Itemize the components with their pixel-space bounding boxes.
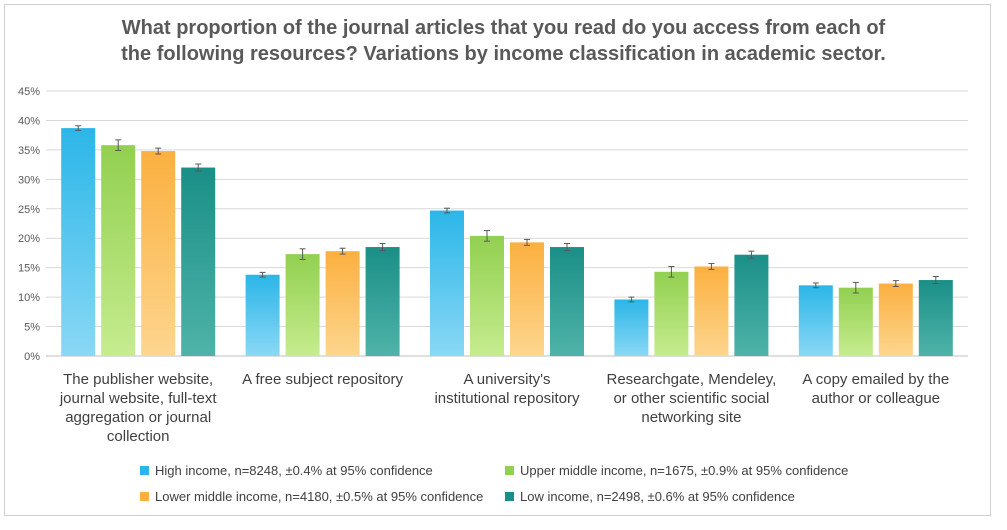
bar — [918, 280, 953, 356]
y-axis-ticks: 0% 5% 10% 15% 20% 25% 30% 35% 40% 45% — [18, 86, 40, 363]
bar — [838, 287, 873, 356]
chart-title-line-1: What proportion of the journal articles … — [121, 17, 886, 39]
bar — [510, 242, 544, 356]
y-tick-label: 15% — [18, 263, 40, 275]
legend-swatch-low-income — [505, 492, 514, 501]
x-category-label: A university's institutional repository — [434, 371, 580, 407]
bar — [101, 145, 136, 356]
bar — [430, 210, 464, 356]
legend-label-upper-middle-income: Upper middle income, n=1675, ±0.9% at 95… — [520, 463, 849, 478]
bars-layer — [61, 128, 953, 356]
y-tick-label: 30% — [18, 174, 40, 186]
y-tick-label: 35% — [18, 145, 40, 157]
x-category-label: A copy emailed by the author or colleague — [802, 371, 949, 407]
legend-label-lower-middle-income: Lower middle income, n=4180, ±0.5% at 95… — [155, 489, 484, 504]
legend-item-low-income: Low income, n=2498, ±0.6% at 95% confide… — [505, 489, 795, 504]
error-bars-layer — [75, 125, 939, 303]
legend-swatch-upper-middle-income — [505, 466, 514, 475]
legend-item-high-income: High income, n=8248, ±0.4% at 95% confid… — [140, 463, 433, 478]
bar — [470, 235, 504, 356]
bar — [550, 247, 584, 356]
bar — [325, 251, 360, 356]
bar — [285, 254, 320, 356]
bar — [734, 254, 769, 356]
y-tick-label: 0% — [24, 351, 40, 363]
bar — [694, 266, 729, 356]
x-category-label: A free subject repository — [242, 371, 403, 388]
legend-label-high-income: High income, n=8248, ±0.4% at 95% confid… — [155, 463, 433, 478]
bar — [141, 151, 176, 356]
y-tick-label: 5% — [24, 322, 40, 334]
bar — [61, 128, 96, 356]
bar — [878, 283, 913, 356]
chart-title-line-2: the following resources? Variations by i… — [121, 43, 886, 65]
bar — [614, 299, 649, 356]
bar — [245, 274, 280, 356]
bar — [798, 285, 833, 356]
y-tick-label: 25% — [18, 204, 40, 216]
x-category-label: Researchgate, Mendeley, or other scientif… — [606, 371, 776, 426]
y-tick-label: 40% — [18, 115, 40, 127]
bar — [181, 167, 216, 356]
y-tick-label: 45% — [18, 86, 40, 98]
legend-item-upper-middle-income: Upper middle income, n=1675, ±0.9% at 95… — [505, 463, 848, 478]
legend-item-lower-middle-income: Lower middle income, n=4180, ±0.5% at 95… — [140, 489, 483, 504]
y-tick-label: 20% — [18, 233, 40, 245]
bar — [365, 247, 400, 356]
y-tick-label: 10% — [18, 292, 40, 304]
x-axis-categories: The publisher website, journal website, f… — [59, 371, 949, 445]
bar — [654, 271, 689, 356]
x-category-label: The publisher website, journal website, f… — [59, 371, 218, 445]
legend-swatch-lower-middle-income — [140, 492, 149, 501]
legend-swatch-high-income — [140, 466, 149, 475]
legend-label-low-income: Low income, n=2498, ±0.6% at 95% confide… — [520, 489, 795, 504]
